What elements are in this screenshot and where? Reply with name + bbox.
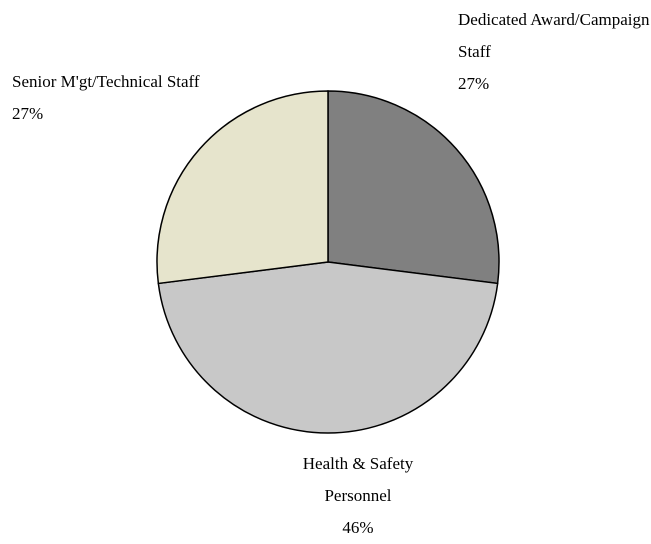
value-label: 27% bbox=[12, 104, 44, 123]
slice-label: Senior M'gt/Technical Staff 27% bbox=[12, 66, 227, 130]
value-label: 46% bbox=[342, 518, 374, 537]
value-label: 27% bbox=[458, 74, 490, 93]
pie-slice bbox=[157, 261, 499, 434]
pie-slice bbox=[156, 90, 329, 285]
category-label: Senior M'gt/Technical Staff bbox=[12, 72, 200, 91]
slice-label: Health & Safety Personnel 46% bbox=[268, 448, 448, 544]
slice-label: Dedicated Award/Campaign Staff 27% bbox=[458, 4, 650, 100]
pie-slice bbox=[327, 90, 500, 285]
category-label: Dedicated Award/Campaign Staff bbox=[458, 10, 650, 61]
category-label: Health & Safety Personnel bbox=[302, 454, 414, 505]
